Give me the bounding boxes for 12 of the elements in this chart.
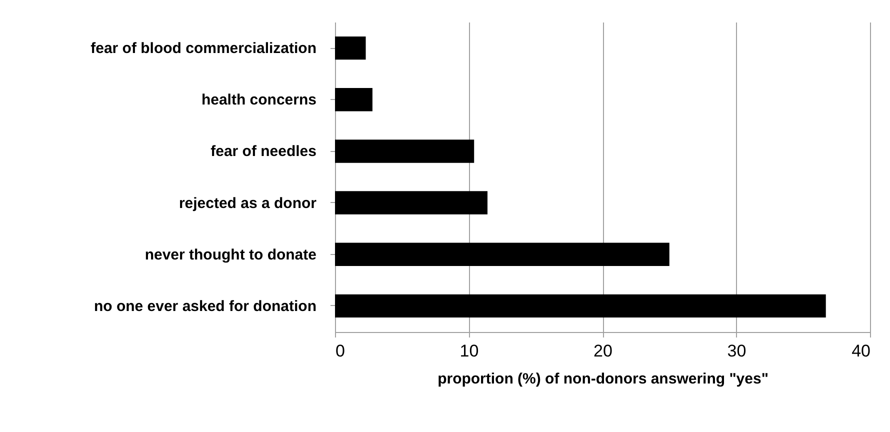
x-tick-label: 20 — [594, 342, 612, 360]
x-tick-label: 40 — [852, 342, 870, 360]
x-tick-label: 30 — [727, 342, 746, 360]
y-tick-label: health concerns — [201, 92, 316, 109]
x-tick-label: 0 — [336, 342, 345, 360]
y-tick-label: no one ever asked for donation — [94, 298, 316, 315]
y-tick-label: fear of blood commercialization — [90, 40, 316, 58]
x-tick-label: 10 — [460, 342, 479, 360]
y-tick-label: fear of needles — [210, 143, 316, 160]
x-axis-title: proportion (%) of non-donors answering "yes" — [438, 370, 768, 388]
y-tick-label: never thought to donate — [144, 246, 316, 264]
y-tick-label: rejected as a donor — [178, 194, 317, 212]
